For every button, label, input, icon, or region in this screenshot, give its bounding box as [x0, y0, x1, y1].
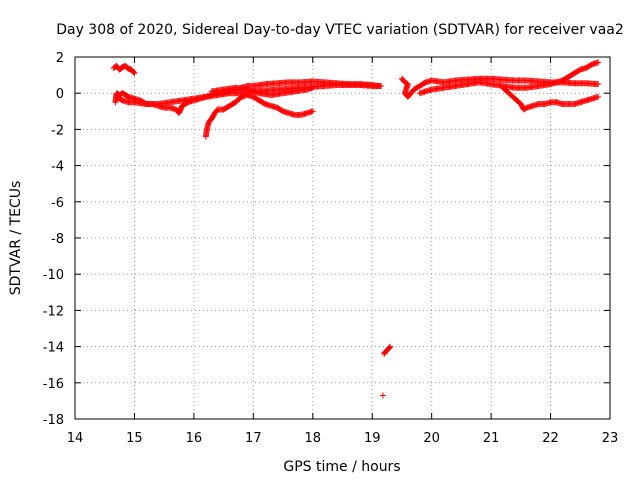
x-tick-label: 16: [186, 431, 203, 446]
data-point: [375, 82, 382, 89]
chart-title: Day 308 of 2020, Sidereal Day-to-day VTE…: [56, 22, 624, 38]
y-tick-label: -2: [51, 123, 64, 138]
y-tick-label: -18: [43, 413, 64, 428]
y-tick-label: 0: [56, 87, 64, 102]
y-tick-label: -10: [43, 268, 64, 283]
data-point: [309, 84, 316, 91]
x-tick-label: 20: [423, 431, 440, 446]
x-tick-label: 17: [245, 431, 262, 446]
axis-ticks: 14 15 16 17 18 19 20 21 22 2320-2-4-6-8-10-12-14-…: [43, 51, 619, 446]
x-axis-label: GPS time / hours: [283, 459, 400, 475]
grid: [75, 57, 610, 419]
y-tick-label: -12: [43, 304, 64, 319]
y-tick-label: -16: [43, 377, 64, 392]
data-point: [130, 69, 137, 76]
data-point: [131, 70, 138, 77]
y-tick-label: -4: [51, 160, 64, 175]
x-tick-label: 23: [602, 431, 619, 446]
x-tick-label: 15: [126, 431, 143, 446]
data-point: [595, 93, 602, 100]
data-point: [387, 343, 394, 350]
data-point: [386, 344, 393, 351]
data-point: [595, 81, 602, 88]
x-tick-label: 14: [67, 431, 84, 446]
x-tick-label: 18: [305, 431, 322, 446]
y-tick-label: -6: [51, 196, 64, 211]
x-tick-label: 21: [483, 431, 500, 446]
y-tick-label: 2: [56, 51, 64, 66]
y-axis-label: SDTVAR / TECUs: [8, 181, 24, 296]
data-point: [309, 108, 316, 115]
data-points: [110, 59, 602, 399]
x-tick-label: 22: [542, 431, 559, 446]
x-tick-label: 19: [364, 431, 381, 446]
data-point: [595, 59, 602, 66]
data-point: [379, 392, 386, 399]
y-tick-label: -8: [51, 232, 64, 247]
y-tick-label: -14: [43, 341, 64, 356]
